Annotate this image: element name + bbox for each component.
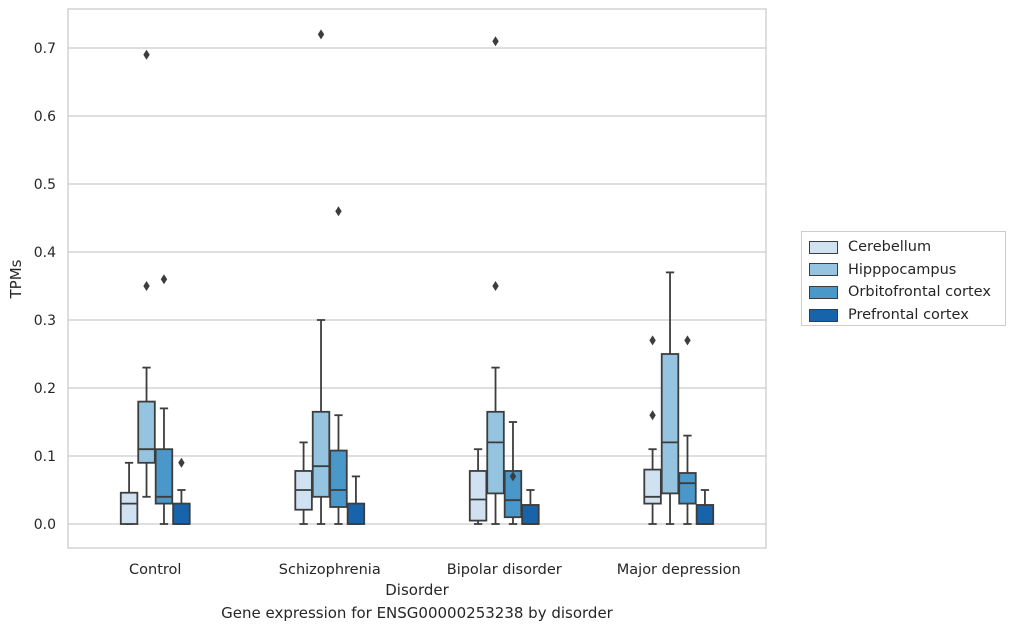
outlier-point (684, 335, 691, 346)
box-prefrontal-cortex (695, 489, 715, 525)
outlier-point (178, 457, 185, 468)
box-iqr (311, 410, 331, 498)
legend-label: Hipppocampus (848, 261, 957, 278)
box-cerebellum (294, 441, 313, 525)
box-layer (119, 29, 715, 525)
outlier-point (509, 471, 517, 482)
box-iqr (154, 448, 174, 505)
figure-caption: Gene expression for ENSG00000253238 by d… (221, 604, 613, 622)
box-hipppocampus (137, 49, 156, 498)
legend-swatch (809, 240, 838, 254)
box-cerebellum (119, 461, 139, 525)
box-iqr (137, 400, 156, 464)
outlier-point (649, 410, 656, 421)
legend-item: Orbitofrontal cortex (808, 281, 1005, 304)
legend-item: Cerebellum (808, 236, 1005, 259)
box-iqr (503, 470, 523, 519)
x-tick-label: Schizophrenia (279, 562, 381, 578)
y-axis-label: TPMs (7, 259, 25, 299)
box-orbitofrontal-cortex (678, 335, 697, 525)
y-tick-label: 0.0 (34, 517, 56, 533)
legend-item: Hipppocampus (808, 259, 1005, 282)
y-tick-labels: 0.0 0.1 0.2 0.3 0.4 0.5 0.6 0.7 (34, 41, 56, 533)
box-iqr (172, 502, 191, 525)
outlier-point (317, 29, 325, 40)
x-tick-label: Major depression (617, 562, 741, 578)
box-prefrontal-cortex (346, 475, 366, 525)
x-tick-label: Bipolar disorder (447, 562, 562, 578)
box-iqr (678, 472, 697, 505)
outlier-point (335, 206, 342, 217)
y-tick-label: 0.5 (34, 177, 56, 193)
legend-label: Prefrontal cortex (848, 307, 969, 324)
outlier-point (143, 49, 150, 60)
grid-lines (68, 47, 766, 525)
box-iqr (329, 449, 348, 508)
box-iqr (643, 468, 662, 505)
outlier-point (143, 281, 150, 291)
box-orbitofrontal-cortex (154, 274, 174, 525)
box-iqr (346, 502, 366, 525)
x-tick-label: Control (129, 562, 181, 578)
outlier-point (492, 36, 499, 47)
box-orbitofrontal-cortex (329, 206, 348, 525)
box-hipppocampus (311, 29, 331, 525)
box-iqr (119, 491, 139, 525)
legend-label: Orbitofrontal cortex (848, 284, 991, 301)
plot-frame (67, 8, 767, 549)
x-axis-label: Disorder (385, 581, 449, 599)
legend-swatch (809, 308, 838, 322)
outlier-point (492, 281, 499, 291)
outlier-point (160, 274, 168, 285)
y-tick-label: 0.6 (34, 109, 56, 125)
box-prefrontal-cortex (172, 457, 191, 525)
y-tick-label: 0.3 (34, 313, 56, 329)
box-iqr (695, 504, 715, 525)
box-iqr (468, 470, 488, 522)
box-iqr (521, 504, 540, 525)
outlier-point (649, 335, 656, 346)
box-hipppocampus (486, 36, 505, 525)
legend-swatch (809, 263, 838, 277)
box-cerebellum (468, 448, 488, 525)
legend-swatch (809, 285, 838, 299)
y-tick-label: 0.2 (34, 381, 56, 397)
box-iqr (486, 410, 505, 495)
box-cerebellum (643, 335, 662, 525)
y-tick-label: 0.1 (34, 449, 56, 465)
y-tick-label: 0.7 (34, 41, 56, 57)
legend-label: Cerebellum (848, 239, 932, 256)
legend: Cerebellum Hipppocampus Orbitofrontal co… (801, 231, 1006, 326)
box-orbitofrontal-cortex (503, 421, 523, 525)
box-iqr (660, 353, 680, 495)
box-prefrontal-cortex (521, 489, 540, 525)
legend-item: Prefrontal cortex (808, 304, 1005, 327)
y-tick-label: 0.4 (34, 245, 56, 261)
box-hipppocampus (660, 271, 680, 525)
x-tick-labels: Control Schizophrenia Bipolar disorder Majo… (129, 562, 741, 578)
